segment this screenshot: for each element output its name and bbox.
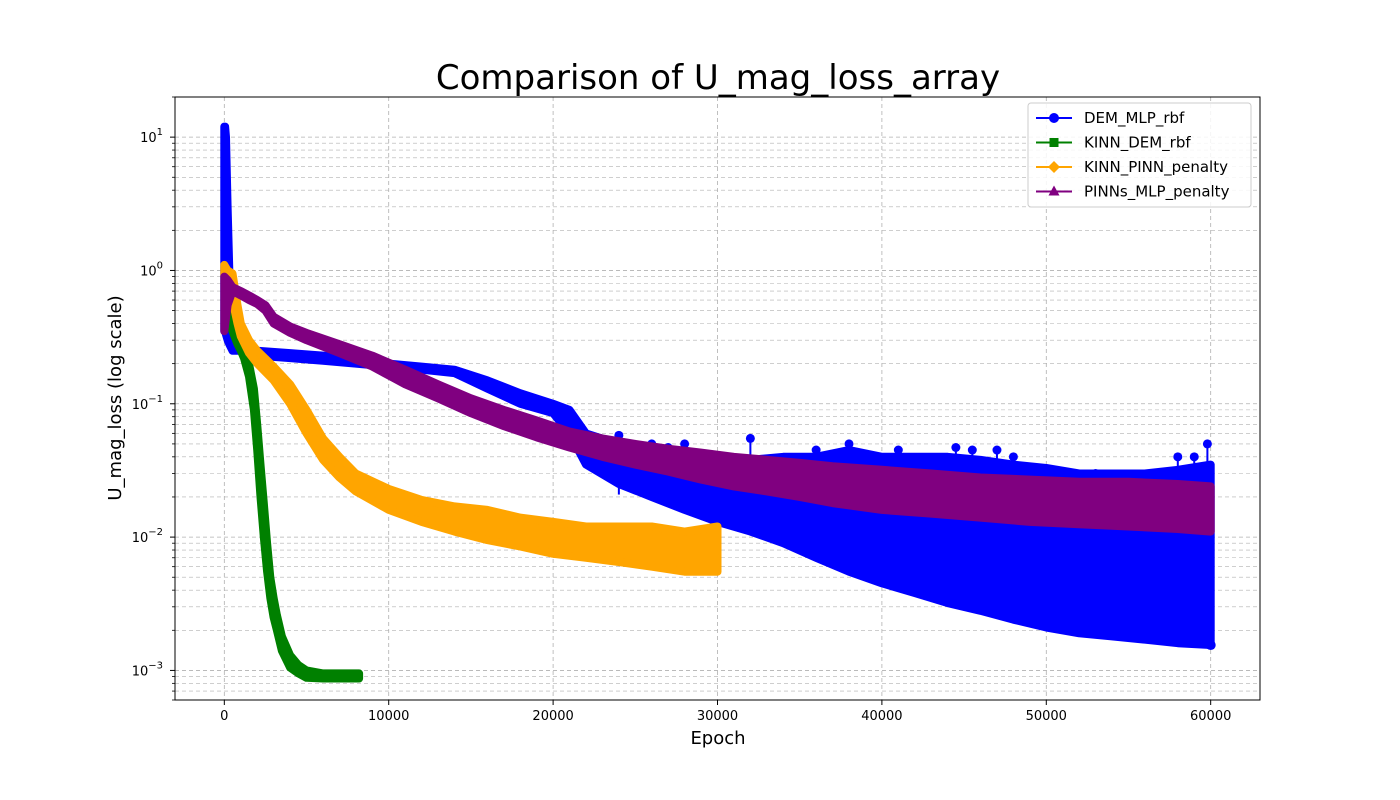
spike-marker [1189,452,1199,462]
x-tick-label: 20000 [532,709,573,724]
x-tick-label: 50000 [1026,709,1067,724]
legend-entry: DEM_MLP_rbf [1036,109,1185,128]
series-KINN_DEM_rbf [223,272,364,683]
y-tick-label: 10−3 [132,660,163,679]
spike-marker [951,442,961,452]
end-marker [1205,640,1216,651]
spike-marker [680,439,690,449]
spike-marker [1058,468,1068,478]
series-band [220,272,1215,536]
series-band [223,272,364,683]
legend: DEM_MLP_rbf KINN_DEM_rbf KINN_PINN_penalty… [1027,102,1252,208]
y-tick-base: 10 [140,264,157,279]
y-tick-base: 10 [132,664,149,679]
x-tick-label: 10000 [368,709,409,724]
spike-marker [1008,452,1018,462]
legend-marker [1048,161,1060,173]
y-tick-exponent: −1 [148,394,163,405]
legend-label: DEM_MLP_rbf [1084,109,1185,128]
spike-marker [893,445,903,455]
y-tick-exponent: 0 [157,260,163,271]
plot-area [220,122,1216,683]
legend-label: KINN_DEM_rbf [1084,134,1191,153]
legend-entry: PINNs_MLP_penalty [1036,183,1230,202]
chart-title: Comparison of U_mag_loss_array [436,58,1000,98]
y-tick-label: 101 [140,127,163,146]
legend-label: KINN_PINN_penalty [1084,158,1228,177]
spike-marker [745,433,755,443]
series-KINN_PINN_penalty [220,260,722,576]
spike-marker [1202,439,1212,449]
legend-box [1027,102,1252,208]
series-PINNs_MLP_penalty [220,272,1215,536]
y-tick-exponent: −2 [148,527,163,538]
legend-entry: KINN_DEM_rbf [1036,134,1191,153]
legend-entry: KINN_PINN_penalty [1036,158,1228,177]
spike-marker [860,452,870,462]
y-tick-exponent: −3 [148,660,163,671]
legend-marker [1048,185,1060,196]
y-tick-base: 10 [132,398,149,413]
spike-marker [811,445,821,455]
x-tick-label: 30000 [697,709,738,724]
spike-marker [1156,468,1166,478]
y-tick-exponent: 1 [157,127,163,138]
x-tick-label: 40000 [861,709,902,724]
x-tick-label: 0 [220,709,228,724]
legend-marker [1049,113,1059,123]
spike-marker [992,445,1002,455]
y-tick-label: 10−1 [132,394,163,413]
x-tick-label: 60000 [1190,709,1231,724]
spike-marker [1173,452,1183,462]
spike-marker [967,445,977,455]
legend-marker [1049,138,1059,147]
spike-marker [844,439,854,449]
y-tick-label: 100 [140,260,163,279]
spike-marker [1091,468,1101,478]
x-axis: 0 10000 20000 30000 40000 50000 60000 [220,700,1231,724]
series-band [220,260,722,576]
y-axis-title: U_mag_loss (log scale) [105,295,126,500]
y-tick-base: 10 [132,531,149,546]
y-tick-base: 10 [140,131,157,146]
y-tick-label: 10−2 [132,527,163,546]
legend-label: PINNs_MLP_penalty [1084,183,1230,202]
x-axis-title: Epoch [690,728,745,749]
